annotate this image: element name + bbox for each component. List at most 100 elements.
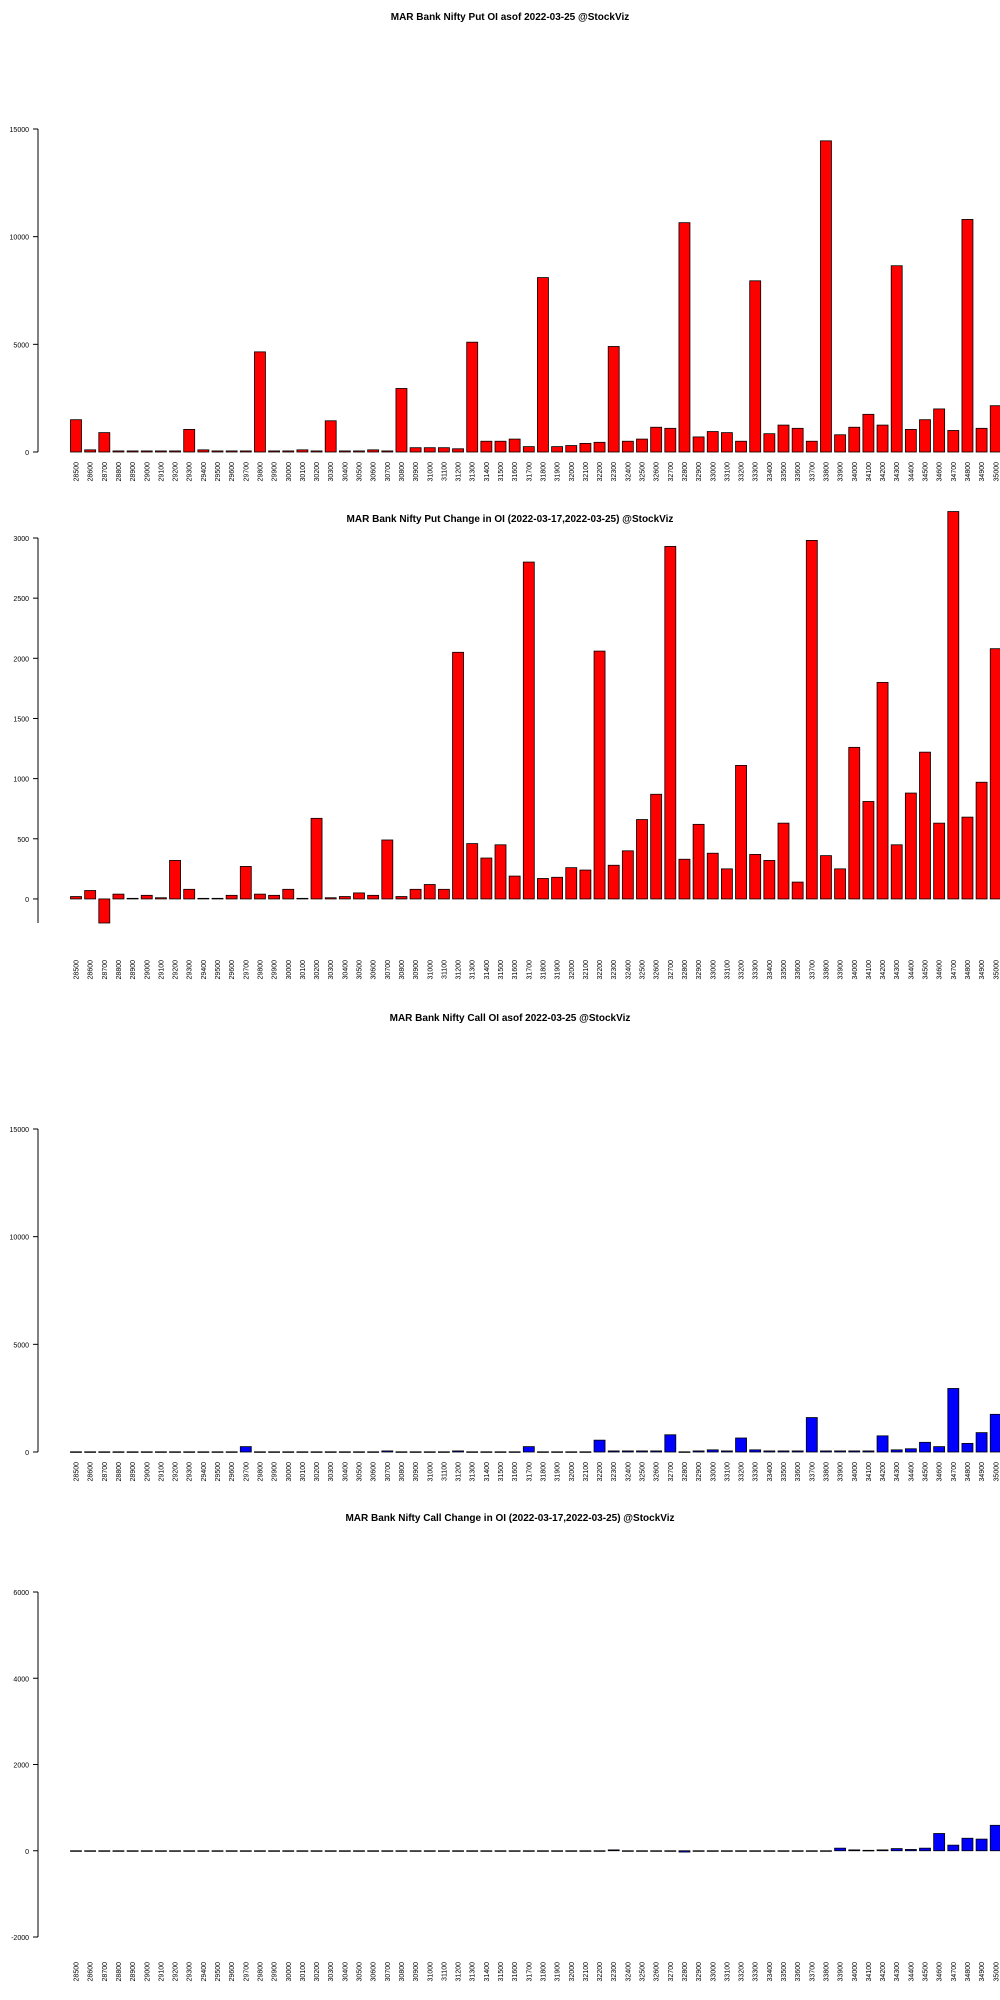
bar-31000 <box>423 884 436 900</box>
bar-30800 <box>395 1850 408 1852</box>
x-tick-label: 30800 <box>399 1462 406 1482</box>
x-tick-label: 30800 <box>399 960 406 980</box>
x-tick-label: 28600 <box>88 462 95 482</box>
bar-30700 <box>381 450 394 453</box>
x-tick-label: 28800 <box>116 960 123 980</box>
bar-34100 <box>862 413 875 453</box>
x-tick-label: 32400 <box>625 1462 632 1482</box>
x-tick-label: 33600 <box>795 462 802 482</box>
x-tick-label: 33700 <box>809 462 816 482</box>
bar-29100 <box>154 1850 167 1852</box>
x-tick-label: 31700 <box>526 960 533 980</box>
bar-30400 <box>338 1850 351 1852</box>
x-tick-label: 32600 <box>654 1462 661 1482</box>
bar-30300 <box>324 1451 337 1453</box>
bar-31600 <box>508 875 521 900</box>
bar-29800 <box>254 1451 266 1453</box>
y-tick-label: 5000 <box>13 1342 29 1349</box>
bar-28800 <box>112 1850 125 1852</box>
x-tick-label: 31300 <box>470 462 477 482</box>
x-tick-label: 32200 <box>597 960 604 980</box>
bar-28900 <box>126 1451 139 1453</box>
bar-29800 <box>254 351 266 453</box>
x-tick-label: 30200 <box>314 462 321 482</box>
x-tick-label: 33900 <box>838 1462 845 1482</box>
bar-30000 <box>282 1451 295 1453</box>
x-tick-label: 29400 <box>201 1462 208 1482</box>
x-tick-label: 33300 <box>753 960 760 980</box>
x-tick-label: 30300 <box>328 462 335 482</box>
bar-33600 <box>791 1450 804 1453</box>
bar-34500 <box>919 1847 931 1852</box>
x-tick-label: 31700 <box>526 1462 533 1482</box>
x-tick-label: 34600 <box>937 462 944 482</box>
x-tick-label: 29100 <box>158 1962 165 1982</box>
x-tick-label: 33400 <box>767 462 774 482</box>
bar-32000 <box>565 1850 578 1852</box>
bar-31200 <box>452 448 464 453</box>
bar-30000 <box>282 888 295 900</box>
bar-30500 <box>353 450 365 453</box>
x-tick-label: 31900 <box>555 1962 562 1982</box>
x-tick-label: 35000 <box>993 1462 1000 1482</box>
bar-32000 <box>565 445 578 453</box>
x-tick-label: 30000 <box>286 462 293 482</box>
x-tick-label: 32900 <box>696 462 703 482</box>
bar-29000 <box>140 450 153 453</box>
bar-31100 <box>437 1850 450 1852</box>
bar-33700 <box>805 1850 818 1852</box>
x-tick-label: 33100 <box>724 462 731 482</box>
bar-34900 <box>975 781 988 900</box>
bar-30700 <box>381 1450 394 1453</box>
x-tick-label: 35000 <box>993 960 1000 980</box>
bar-29000 <box>140 894 153 900</box>
bar-31900 <box>551 876 563 900</box>
bar-29600 <box>225 1451 238 1453</box>
bar-33800 <box>820 855 832 900</box>
bar-29200 <box>169 860 181 900</box>
x-tick-label: 29700 <box>243 960 250 980</box>
bar-33800 <box>820 1850 832 1852</box>
x-tick-label: 29400 <box>201 960 208 980</box>
x-tick-label: 31300 <box>470 1962 477 1982</box>
x-tick-label: 28900 <box>130 1962 137 1982</box>
bar-30100 <box>296 1451 309 1453</box>
bar-33800 <box>820 140 832 453</box>
y-tick-label: -2000 <box>11 1935 29 1942</box>
y-tick-label: 0 <box>25 897 29 904</box>
x-tick-label: 33500 <box>781 960 788 980</box>
bar-28800 <box>112 450 125 453</box>
x-tick-label: 33800 <box>823 462 830 482</box>
bar-32100 <box>579 1850 592 1852</box>
bar-30200 <box>310 1850 323 1852</box>
x-tick-label: 33700 <box>809 1962 816 1982</box>
x-tick-label: 30900 <box>413 462 420 482</box>
bar-33900 <box>834 1847 846 1852</box>
x-tick-label: 34400 <box>908 1962 915 1982</box>
bar-32800 <box>678 1850 691 1853</box>
x-tick-label: 32500 <box>640 1462 647 1482</box>
bar-30800 <box>395 896 408 900</box>
x-tick-label: 32300 <box>611 462 618 482</box>
bar-32200 <box>593 1439 606 1453</box>
bar-30700 <box>381 1850 394 1852</box>
bar-34600 <box>933 408 946 453</box>
bar-32200 <box>593 441 606 453</box>
bar-29600 <box>225 1850 238 1852</box>
bar-33400 <box>763 860 776 900</box>
x-tick-label: 29900 <box>272 960 279 980</box>
x-tick-label: 33300 <box>753 462 760 482</box>
x-tick-label: 30000 <box>286 1962 293 1982</box>
x-tick-label: 31400 <box>484 960 491 980</box>
x-tick-label: 34200 <box>880 1462 887 1482</box>
bar-30400 <box>338 450 351 453</box>
bar-30500 <box>353 892 365 900</box>
x-tick-label: 29200 <box>173 1962 180 1982</box>
x-tick-label: 32900 <box>696 960 703 980</box>
bar-34200 <box>876 1435 889 1453</box>
bar-30500 <box>353 1850 365 1852</box>
bar-31600 <box>508 438 521 453</box>
x-tick-label: 30600 <box>371 462 378 482</box>
bar-28500 <box>70 1850 82 1852</box>
y-tick-label: 4000 <box>13 1676 29 1683</box>
